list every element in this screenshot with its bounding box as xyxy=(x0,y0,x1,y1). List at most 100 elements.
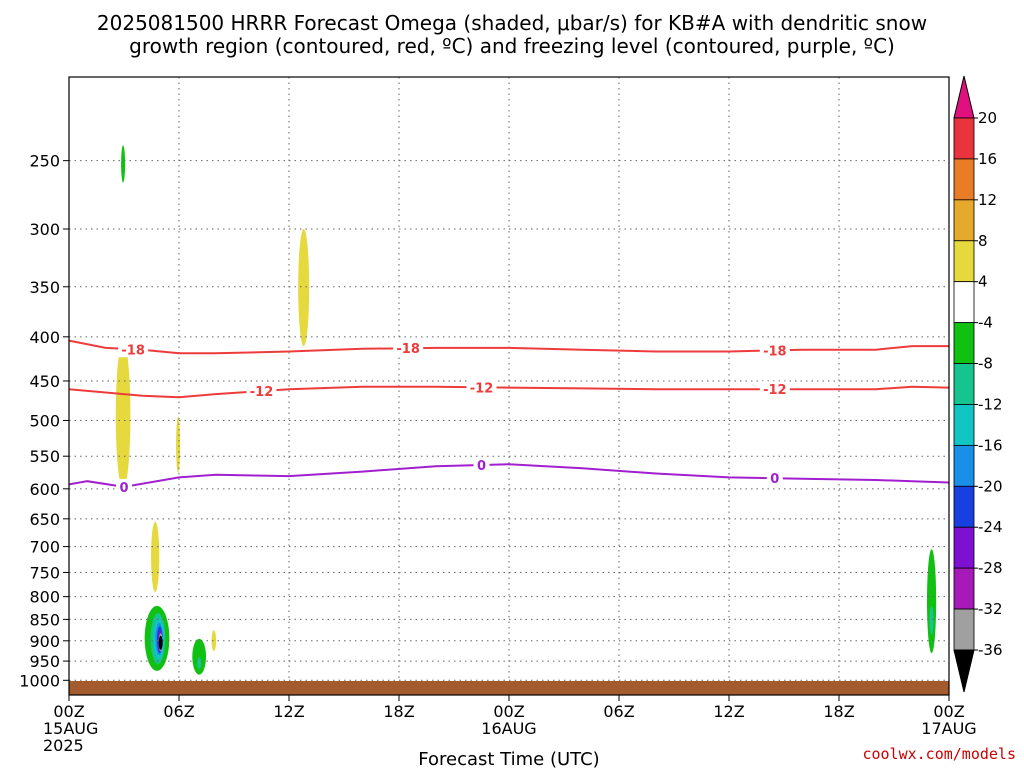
y-tick-label-300: 300 xyxy=(29,220,60,239)
omega-cell-17 xyxy=(929,605,934,635)
x-tick-label-6-0: 06Z xyxy=(163,702,194,721)
chart-title-line-2: growth region (contoured, red, ºC) and f… xyxy=(129,34,895,58)
omega-cell-3 xyxy=(176,416,181,473)
contour-layer: -18 -18 -18 -12 -12 -12 0 0 0 xyxy=(68,339,950,496)
contour-line-2 xyxy=(68,463,950,488)
x-tick-label-0-1: 15AUG xyxy=(43,719,98,738)
colorbar-label-4: 4 xyxy=(978,273,988,291)
y-tick-label-400: 400 xyxy=(29,328,60,347)
contour-label-bg-0-2 xyxy=(759,342,790,359)
y-tick-label-750: 750 xyxy=(29,563,60,582)
colorbar-label-0: 20 xyxy=(978,109,997,127)
colorbar-label-2: 12 xyxy=(978,191,997,209)
x-tick-label-48-1: 17AUG xyxy=(921,719,976,738)
omega-cell-13 xyxy=(158,635,163,650)
colorbar-swatch-6 xyxy=(953,363,975,405)
y-tick-label-450: 450 xyxy=(29,372,60,391)
y-tick-label-700: 700 xyxy=(29,538,60,557)
colorbar-label-1: 16 xyxy=(978,150,997,168)
omega-cell-1 xyxy=(298,228,310,347)
colorbar-label-5: -4 xyxy=(978,314,993,332)
omega-shading-layer xyxy=(115,145,937,675)
omega-cell-14 xyxy=(192,638,207,675)
contour-label-bg-2-0 xyxy=(116,478,132,495)
contour-label-bg-1-2 xyxy=(759,381,790,398)
omega-cell-0 xyxy=(121,145,126,183)
contour-label-0-2: -18 xyxy=(763,344,787,359)
y-tick-label-600: 600 xyxy=(29,480,60,499)
contour-label-1-1: -12 xyxy=(470,381,494,396)
colorbar-label-10: -24 xyxy=(978,518,1003,536)
colorbar-bottom-arrow xyxy=(953,649,975,693)
colorbar-label-7: -12 xyxy=(978,395,1003,413)
x-axis-label: Forecast Time (UTC) xyxy=(418,749,599,768)
contour-label-1-0: -12 xyxy=(250,385,274,400)
contour-label-2-1: 0 xyxy=(477,459,486,474)
omega-cell-4 xyxy=(151,521,160,592)
x-tick-label-24-1: 16AUG xyxy=(481,719,536,738)
y-tick-label-800: 800 xyxy=(29,588,60,607)
contour-line-0 xyxy=(68,339,949,355)
colorbar-swatch-5 xyxy=(953,322,975,364)
colorbar-swatch-0 xyxy=(953,117,975,160)
contour-label-0-0: -18 xyxy=(121,343,145,358)
contour-label-bg-0-1 xyxy=(393,340,424,357)
y-axis-ticks: 250 300 350 400 450 500 550 600 650 700 750 800 850 9… xyxy=(19,152,69,690)
contour-label-2-2: 0 xyxy=(770,472,779,487)
contour-label-bg-2-2 xyxy=(766,470,783,487)
colorbar-swatch-2 xyxy=(953,199,975,242)
y-tick-label-350: 350 xyxy=(29,278,60,297)
terrain-layer xyxy=(69,681,949,695)
contour-label-2-0: 0 xyxy=(119,481,128,496)
colorbar-label-6: -8 xyxy=(978,355,993,373)
y-tick-label-950: 950 xyxy=(29,652,60,671)
omega-cell-15 xyxy=(197,657,202,669)
colorbar-swatch-8 xyxy=(953,444,975,487)
y-tick-label-500: 500 xyxy=(29,411,60,430)
y-tick-label-850: 850 xyxy=(29,610,60,629)
site-credit: coolwx.com/models xyxy=(862,745,1016,763)
x-tick-label-0-2: 2025 xyxy=(43,736,84,755)
colorbar-swatch-9 xyxy=(953,485,975,528)
colorbar-label-9: -20 xyxy=(978,477,1003,495)
x-tick-label-12-0: 12Z xyxy=(273,702,304,721)
colorbar-swatch-3 xyxy=(953,240,975,283)
colorbar-label-13: -36 xyxy=(978,641,1003,659)
contour-label-bg-1-0 xyxy=(246,383,277,400)
contour-label-bg-0-0 xyxy=(118,341,149,358)
colorbar-label-3: 8 xyxy=(978,232,988,250)
contour-label-1-2: -12 xyxy=(763,383,787,398)
x-tick-label-48-0: 00Z xyxy=(933,702,964,721)
colorbar-swatch-12 xyxy=(953,608,975,651)
omega-cell-5 xyxy=(211,630,217,652)
y-tick-label-650: 650 xyxy=(29,510,60,529)
x-tick-label-30-0: 06Z xyxy=(603,702,634,721)
y-tick-label-550: 550 xyxy=(29,447,60,466)
colorbar-label-8: -16 xyxy=(978,436,1003,454)
colorbar-label-12: -32 xyxy=(978,600,1003,618)
x-tick-label-36-0: 12Z xyxy=(713,702,744,721)
colorbar-swatch-7 xyxy=(953,404,975,446)
y-tick-label-250: 250 xyxy=(29,152,60,171)
colorbar-swatch-10 xyxy=(953,526,975,569)
terrain-fill xyxy=(69,681,949,695)
x-tick-label-24-0: 00Z xyxy=(493,702,524,721)
contour-label-bg-2-1 xyxy=(473,457,490,474)
colorbar: 20 16 12 8 4 -4 -8 -12 -16 -20 -24 -28 -32 -36 xyxy=(953,75,1003,693)
x-tick-label-18-0: 18Z xyxy=(383,702,414,721)
x-tick-label-42-0: 18Z xyxy=(823,702,854,721)
colorbar-swatch-4 xyxy=(953,281,975,324)
colorbar-top-arrow xyxy=(953,75,975,119)
chart-title-line-1: 2025081500 HRRR Forecast Omega (shaded, … xyxy=(97,11,927,35)
contour-label-0-1: -18 xyxy=(396,342,420,357)
contour-label-bg-1-1 xyxy=(466,379,497,396)
y-tick-label-900: 900 xyxy=(29,632,60,651)
omega-cell-2 xyxy=(115,341,131,489)
x-tick-label-0-0: 00Z xyxy=(53,702,84,721)
colorbar-label-11: -28 xyxy=(978,559,1003,577)
omega-cell-16 xyxy=(927,549,937,654)
colorbar-swatch-1 xyxy=(953,158,975,201)
y-tick-label-1000: 1000 xyxy=(19,671,60,690)
